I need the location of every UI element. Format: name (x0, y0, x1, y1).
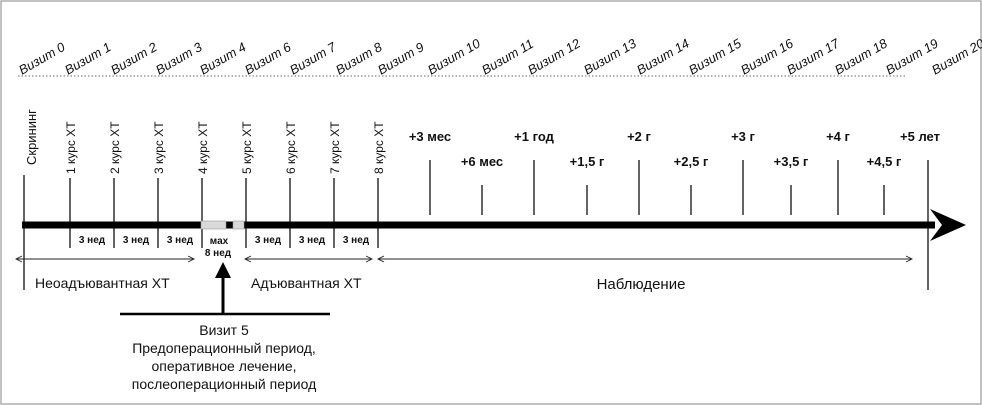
course-label-2: 2 курс ХТ (108, 121, 122, 174)
followup-labels: +3 мес +1 год +2 г +3 г +4 г +5 лет +6 мес +1,5… (409, 129, 940, 169)
course-label-8: 8 курс ХТ (372, 121, 386, 174)
followup-bottom-label-0: +6 мес (461, 154, 503, 169)
course-label-6: 6 курс ХТ (284, 121, 298, 174)
visit5-line2: оперативное лечение, (151, 358, 296, 374)
course-label-7: 7 курс ХТ (328, 121, 342, 174)
surgery-window-right (232, 220, 245, 230)
interval-label-4: 3 нед (299, 235, 326, 246)
followup-top-label-1: +1 год (514, 129, 554, 144)
course-labels: 1 курс ХТ 2 курс ХТ 3 курс ХТ 4 курс ХТ 5 ку… (64, 121, 386, 174)
phase-adjuvant-range (243, 255, 374, 263)
course-label-5: 5 курс ХТ (240, 121, 254, 174)
max-interval-line1: мах (210, 236, 229, 247)
phase-observation-label: Наблюдение (597, 276, 686, 293)
phase-neoadjuvant-range (14, 255, 196, 263)
followup-bottom-label-4: +4,5 г (867, 154, 902, 169)
timeline-arrowhead (930, 209, 966, 241)
course-label-4: 4 курс ХТ (196, 121, 210, 174)
followup-top-label-0: +3 мес (409, 129, 451, 144)
phase-neoadjuvant-label: Неоадъювантная ХТ (35, 275, 170, 291)
visit5-line1: Предоперационный период, (132, 340, 316, 356)
timeline-ticks (23, 160, 929, 290)
followup-bottom-label-3: +3,5 г (774, 154, 809, 169)
followup-bottom-label-1: +1,5 г (570, 154, 605, 169)
followup-top-label-5: +5 лет (900, 129, 940, 144)
interval-labels: 3 нед 3 нед 3 нед 3 нед 3 нед 3 нед (79, 235, 370, 246)
course-label-3: 3 курс ХТ (152, 121, 166, 174)
interval-label-2: 3 нед (167, 235, 194, 246)
surgery-window-left (200, 220, 227, 230)
interval-label-3: 3 нед (255, 235, 282, 246)
followup-top-label-2: +2 г (627, 129, 651, 144)
phase-observation-range (376, 255, 914, 263)
screening-label: Скрининг (24, 109, 39, 165)
interval-label-5: 3 нед (343, 235, 370, 246)
visit5-line3: послеоперационный период (132, 376, 317, 392)
course-label-1: 1 курс ХТ (64, 121, 78, 174)
interval-label-1: 3 нед (123, 235, 150, 246)
interval-label-0: 3 нед (79, 235, 106, 246)
max-interval-line2: 8 нед (205, 248, 232, 259)
visit5-title: Визит 5 (199, 322, 249, 338)
followup-bottom-label-2: +2,5 г (674, 154, 709, 169)
phase-adjuvant-label: Адъювантная ХТ (251, 275, 362, 291)
followup-top-label-3: +3 г (731, 129, 755, 144)
visit5-pointer-head (215, 262, 231, 278)
followup-top-label-4: +4 г (826, 129, 850, 144)
